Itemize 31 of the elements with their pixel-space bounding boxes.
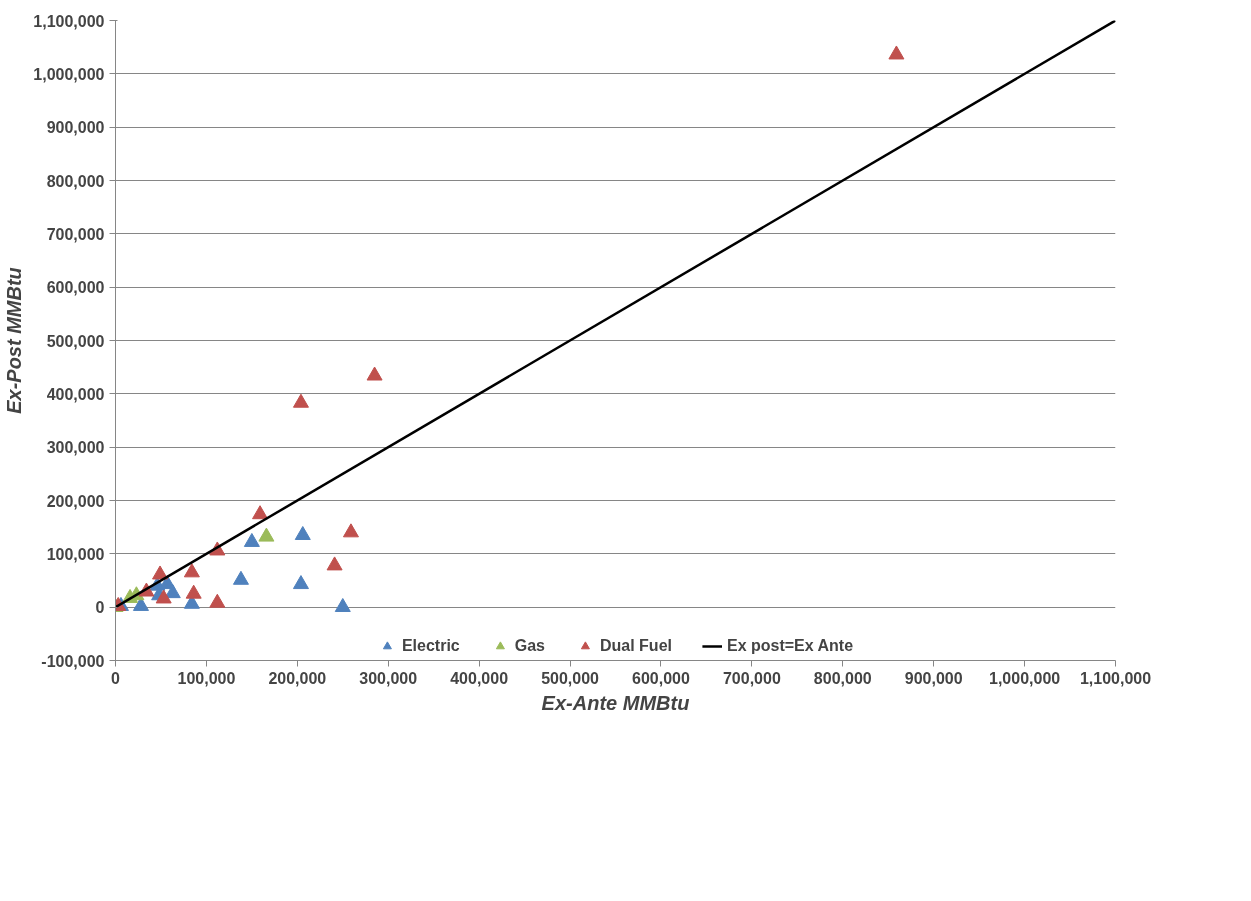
y-tick-label: 0 xyxy=(95,599,105,617)
y-tick-label: 1,100,000 xyxy=(33,12,105,30)
y-tick-label: 1,000,000 xyxy=(33,65,105,83)
y-tick-label: 500,000 xyxy=(46,332,105,350)
x-tick-label: 800,000 xyxy=(813,669,872,687)
y-tick-label: -100,000 xyxy=(41,652,105,670)
legend-label: Dual Fuel xyxy=(599,637,672,655)
y-tick-label: 800,000 xyxy=(46,172,105,190)
x-tick-label: 900,000 xyxy=(904,669,963,687)
legend-label: Ex post=Ex Ante xyxy=(726,637,854,655)
x-tick-label: 200,000 xyxy=(268,669,327,687)
y-tick-label: 100,000 xyxy=(46,545,105,563)
x-axis-title: Ex-Ante MMBtu xyxy=(541,691,690,714)
x-tick-label: 400,000 xyxy=(450,669,509,687)
y-tick-label: 200,000 xyxy=(46,492,105,510)
y-tick-label: 600,000 xyxy=(46,279,105,297)
legend-label: Gas xyxy=(514,637,545,655)
x-tick-label: 300,000 xyxy=(359,669,418,687)
y-axis-title: Ex-Post MMBtu xyxy=(3,267,26,414)
x-tick-label: 1,000,000 xyxy=(989,669,1061,687)
y-tick-label: 400,000 xyxy=(46,385,105,403)
x-tick-label: 100,000 xyxy=(177,669,236,687)
y-tick-label: 900,000 xyxy=(46,119,105,137)
y-tick-label: 300,000 xyxy=(46,439,105,457)
x-tick-label: 1,100,000 xyxy=(1079,669,1152,687)
y-tick-label: 700,000 xyxy=(46,225,105,243)
legend-label: Electric xyxy=(401,637,460,655)
x-tick-label: 700,000 xyxy=(722,669,781,687)
x-tick-label: 600,000 xyxy=(632,669,690,687)
x-tick-label: 0 xyxy=(111,669,121,687)
x-tick-label: 500,000 xyxy=(541,669,600,687)
